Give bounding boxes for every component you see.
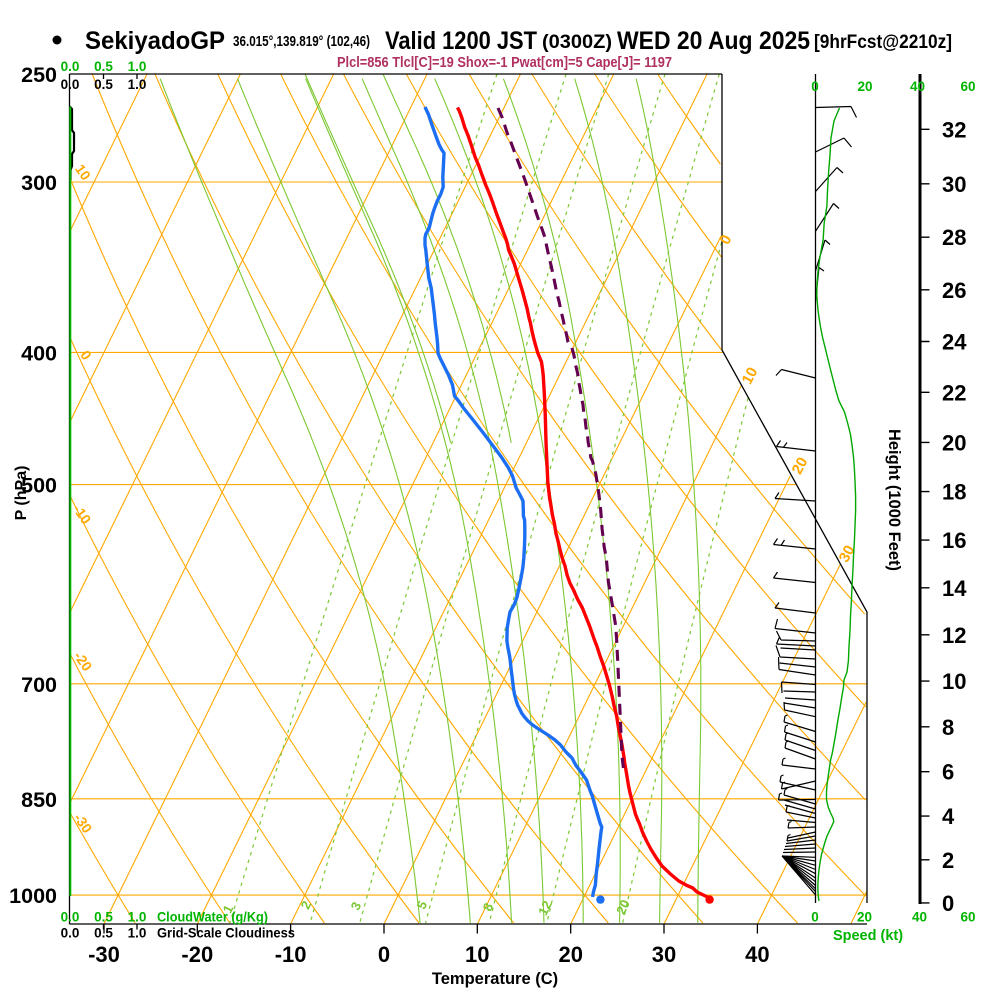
svg-text:[9hrFcst@2210z]: [9hrFcst@2210z]	[814, 32, 952, 53]
svg-text:Temperature (C): Temperature (C)	[432, 970, 558, 988]
svg-text:500: 500	[21, 474, 57, 498]
svg-text:1.0: 1.0	[128, 910, 147, 925]
svg-text:Grid-Scale Cloudiness: Grid-Scale Cloudiness	[157, 925, 295, 941]
svg-text:0.0: 0.0	[61, 59, 80, 74]
svg-text:10: 10	[465, 942, 489, 967]
svg-text:P (hPa): P (hPa)	[13, 466, 30, 521]
svg-text:32: 32	[942, 117, 966, 142]
svg-text:4: 4	[942, 804, 955, 829]
svg-text:250: 250	[21, 63, 57, 87]
svg-text:700: 700	[21, 673, 57, 697]
svg-text:20: 20	[613, 897, 633, 917]
svg-text:Speed (kt): Speed (kt)	[833, 928, 903, 944]
svg-text:40: 40	[912, 910, 927, 925]
svg-text:CloudWater (g/Kg): CloudWater (g/Kg)	[157, 909, 268, 925]
svg-text:2: 2	[942, 848, 954, 873]
svg-text:0.5: 0.5	[94, 910, 113, 925]
svg-text:-20: -20	[181, 942, 213, 967]
svg-text:0: 0	[811, 910, 819, 925]
svg-text:24: 24	[942, 330, 967, 355]
svg-text:1000: 1000	[9, 884, 57, 908]
svg-text:(0300Z): (0300Z)	[542, 32, 612, 53]
svg-text:40: 40	[910, 79, 925, 94]
svg-text:8: 8	[942, 715, 954, 740]
svg-text:20: 20	[558, 942, 582, 967]
svg-text:6: 6	[942, 760, 954, 785]
svg-text:20: 20	[857, 79, 872, 94]
svg-text:0: 0	[811, 79, 819, 94]
svg-text:Plcl=856 Tlcl[C]=19 Shox=-1 Pw: Plcl=856 Tlcl[C]=19 Shox=-1 Pwat[cm]=5 C…	[337, 54, 672, 71]
svg-text:28: 28	[942, 225, 966, 250]
svg-text:20: 20	[857, 910, 872, 925]
svg-text:36.015°,139.819° (102,46): 36.015°,139.819° (102,46)	[233, 34, 370, 50]
svg-text:0: 0	[942, 891, 954, 916]
svg-text:20: 20	[942, 430, 966, 455]
svg-text:22: 22	[942, 380, 966, 405]
svg-text:-10: -10	[275, 942, 307, 967]
svg-text:SekiyadoGP: SekiyadoGP	[85, 27, 225, 55]
svg-text:60: 60	[960, 79, 975, 94]
svg-text:0.0: 0.0	[61, 77, 80, 92]
svg-text:0.5: 0.5	[94, 59, 113, 74]
svg-text:30: 30	[942, 172, 966, 197]
svg-text:-30: -30	[88, 942, 120, 967]
svg-text:30: 30	[652, 942, 676, 967]
svg-text:18: 18	[942, 480, 966, 505]
svg-text:20: 20	[789, 455, 812, 478]
svg-text:1.0: 1.0	[128, 926, 147, 941]
svg-text:0: 0	[378, 942, 390, 967]
svg-text:12: 12	[942, 623, 966, 648]
svg-text:0.0: 0.0	[61, 910, 80, 925]
svg-text:12: 12	[535, 898, 555, 918]
svg-text:400: 400	[21, 341, 57, 365]
svg-text:Height (1000 Feet): Height (1000 Feet)	[885, 429, 903, 571]
svg-text:10: 10	[942, 669, 966, 694]
svg-text:0.5: 0.5	[94, 77, 113, 92]
svg-text:850: 850	[21, 788, 57, 812]
svg-text:WED 20 Aug 2025: WED 20 Aug 2025	[617, 27, 810, 55]
svg-text:Valid 1200 JST: Valid 1200 JST	[385, 27, 537, 55]
svg-text:40: 40	[745, 942, 769, 967]
svg-text:14: 14	[942, 576, 967, 601]
svg-text:1.0: 1.0	[128, 77, 147, 92]
svg-text:10: 10	[739, 365, 762, 388]
svg-text:26: 26	[942, 278, 966, 303]
svg-text:0.0: 0.0	[61, 926, 80, 941]
svg-text:16: 16	[942, 528, 966, 553]
svg-text:60: 60	[960, 910, 975, 925]
svg-text:1.0: 1.0	[128, 59, 147, 74]
svg-text:300: 300	[21, 171, 57, 195]
svg-text:0.5: 0.5	[94, 926, 113, 941]
